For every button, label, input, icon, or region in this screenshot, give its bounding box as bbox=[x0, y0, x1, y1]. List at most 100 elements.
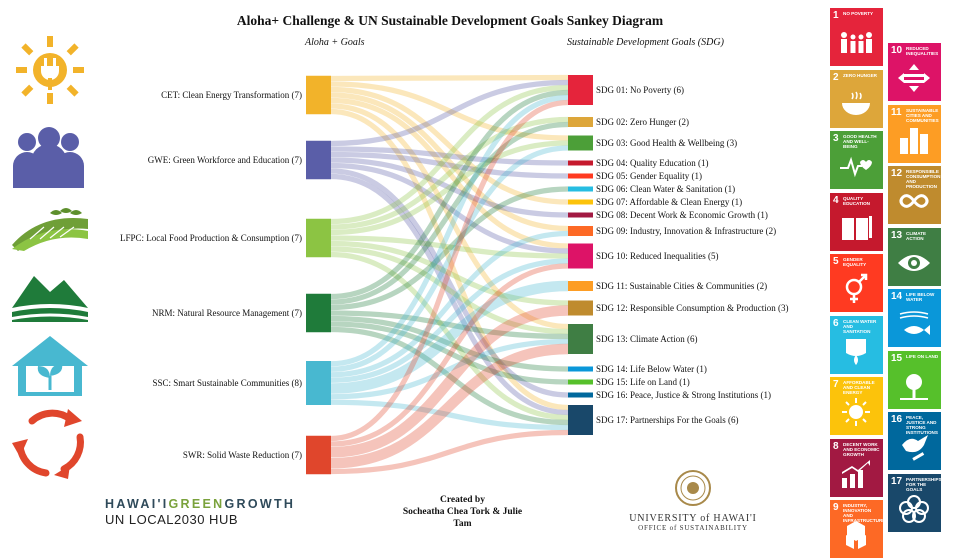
credit-block: Created by Socheatha Chea Tork & Julie T… bbox=[395, 494, 530, 530]
sdg-tile-title: Affordable and Clean Energy bbox=[843, 380, 875, 395]
sankey-link-cet-sdg10 bbox=[330, 97, 569, 249]
sdg-tile-title: Sustainable Cities and Communities bbox=[906, 107, 939, 123]
sankey-link-nrm-sdg15 bbox=[330, 321, 569, 385]
tree-birds-icon bbox=[900, 373, 928, 400]
sdg-tile-2: 2 Zero Hunger bbox=[830, 69, 883, 128]
mountains-icon bbox=[12, 276, 88, 322]
sankey-link-swr-sdg12 bbox=[330, 305, 569, 458]
sankey-link-cet-sdg03 bbox=[330, 81, 569, 141]
target-label-sdg04: SDG 04: Quality Education (1) bbox=[596, 158, 708, 168]
sdg-tile-number: 2 bbox=[833, 71, 839, 83]
sdg-tile-title: Reduced Inequalities bbox=[906, 46, 939, 56]
sdg-tile-title: Good Health and Well-Being bbox=[843, 134, 877, 149]
sankey-link-lfpc-sdg12 bbox=[330, 240, 569, 306]
sdg-tile-title: Decent Work and Economic Growth bbox=[843, 441, 880, 457]
sankey-links bbox=[330, 74, 569, 475]
diagram-title: Aloha+ Challenge & UN Sustainable Develo… bbox=[236, 13, 664, 28]
target-node-sdg15 bbox=[568, 379, 593, 385]
people-family-icon bbox=[841, 32, 872, 53]
equal-arrows-icon bbox=[898, 64, 930, 92]
credit-line-3: Tam bbox=[453, 519, 472, 529]
sankey-link-ssc-sdg03 bbox=[330, 145, 569, 372]
target-label-sdg01: SDG 01: No Poverty (6) bbox=[596, 85, 684, 95]
sankey-link-gwe-sdg01 bbox=[330, 79, 569, 147]
sdg-tile-title: No Poverty bbox=[843, 11, 874, 16]
hawaii-green-growth-logo: HAWAI'IGREENGROWTH UN LOCAL2030 HUB bbox=[105, 497, 305, 527]
sankey-link-ssc-sdg10 bbox=[330, 258, 569, 383]
gender-symbol-icon bbox=[845, 273, 868, 303]
sdg-tile-number: 1 bbox=[833, 10, 839, 21]
sankey-link-gwe-sdg10 bbox=[330, 162, 569, 254]
heartbeat-icon bbox=[840, 156, 872, 178]
sankey-link-nrm-sdg06 bbox=[330, 186, 569, 311]
sankey-link-lfpc-sdg03 bbox=[330, 140, 569, 236]
sdg-tile-6: 6 Clean Water and Sanitation bbox=[830, 315, 883, 374]
sankey-link-ssc-sdg09 bbox=[330, 230, 569, 378]
brand-part-hawaii: HAWAI'I bbox=[105, 497, 169, 511]
sdg-tile-17: 17 Partnerships for the Goals bbox=[888, 473, 941, 532]
source-node-nrm bbox=[306, 293, 331, 333]
target-node-sdg14 bbox=[568, 366, 593, 372]
recycle-arrows-icon bbox=[12, 409, 84, 479]
brand-hub-label: UN LOCAL2030 HUB bbox=[105, 512, 238, 527]
sankey-link-cet-sdg09 bbox=[330, 92, 569, 232]
target-node-sdg06 bbox=[568, 186, 593, 192]
sdg-tile-12: 12 Responsible Consumption and Production bbox=[888, 166, 941, 224]
sdg-tile-number: 11 bbox=[891, 106, 902, 118]
sdg-tile-title: Partnerships for the Goals bbox=[906, 476, 941, 492]
source-node-ssc bbox=[306, 361, 331, 405]
sankey-link-gwe-sdg08 bbox=[330, 157, 569, 218]
sankey-link-cet-sdg07 bbox=[330, 86, 569, 205]
sdg-tile-title: Peace, Justice and Strong Institutions bbox=[906, 415, 938, 435]
target-label-sdg05: SDG 05: Gender Equality (1) bbox=[596, 171, 702, 181]
source-label-gwe: GWE: Green Workforce and Education (7) bbox=[148, 155, 302, 165]
sdg-tile-number: 12 bbox=[891, 168, 903, 179]
sankey-link-nrm-sdg17 bbox=[330, 326, 569, 426]
sankey-link-gwe-sdg17 bbox=[330, 173, 569, 416]
source-node-cet bbox=[306, 75, 331, 115]
sdg-tile-number: 14 bbox=[891, 291, 903, 302]
sankey-nodes: CET: Clean Energy Transformation (7) GWE:… bbox=[120, 75, 789, 475]
target-label-sdg02: SDG 02: Zero Hunger (2) bbox=[596, 117, 689, 127]
brand-wordmark: HAWAI'IGREENGROWTH bbox=[105, 497, 305, 511]
sankey-link-ssc-sdg13 bbox=[330, 338, 569, 400]
source-node-gwe bbox=[306, 140, 331, 180]
sdg-tile-11: 11 Sustainable Cities and Communities bbox=[888, 104, 941, 163]
sdg-tile-10: 10 Reduced Inequalities bbox=[888, 43, 941, 101]
sdg-tile-9: 9 Industry, Innovation and Infrastructure bbox=[830, 500, 883, 558]
sdg-tile-number: 3 bbox=[833, 133, 839, 144]
sdg-tile-number: 15 bbox=[891, 352, 903, 364]
sdg-tile-14: 14 Life Below Water bbox=[888, 289, 941, 347]
house-plant-icon bbox=[12, 336, 88, 396]
sankey-link-lfpc-sdg10 bbox=[330, 235, 569, 259]
sankey-link-gwe-sdg16 bbox=[330, 168, 569, 398]
target-label-sdg17: SDG 17: Partnerships For the Goals (6) bbox=[596, 415, 739, 425]
university-office: OFFICE of SUSTAINABILITY bbox=[638, 524, 748, 532]
sdg-tile-title: Responsible Consumption and Production bbox=[906, 169, 941, 189]
credit-line-1: Created by bbox=[440, 495, 485, 505]
sdg-tile-title: Industry, Innovation and Infrastructure bbox=[843, 503, 883, 523]
target-label-sdg08: SDG 08: Decent Work & Economic Growth (1… bbox=[596, 210, 768, 220]
sdg-tile-number: 7 bbox=[833, 379, 839, 390]
sdg-tile-title: Life on Land bbox=[906, 353, 939, 359]
target-node-sdg13 bbox=[568, 324, 593, 354]
target-node-sdg17 bbox=[568, 405, 593, 435]
sankey-link-cet-sdg13 bbox=[330, 103, 569, 330]
target-node-sdg02 bbox=[568, 117, 593, 127]
target-node-sdg16 bbox=[568, 392, 593, 398]
sankey-link-lfpc-sdg01 bbox=[330, 84, 569, 225]
target-label-sdg13: SDG 13: Climate Action (6) bbox=[596, 334, 698, 344]
sdg-tile-1: 1 No Poverty bbox=[830, 8, 883, 66]
source-label-ssc: SSC: Smart Sustainable Communities (8) bbox=[152, 378, 302, 388]
sankey-link-ssc-sdg17 bbox=[330, 399, 569, 431]
target-node-sdg09 bbox=[568, 226, 593, 236]
sankey-link-nrm-sdg14 bbox=[330, 315, 569, 372]
university-logo: UNIVERSITY of HAWAI'I OFFICE of SUSTAINA… bbox=[628, 470, 758, 532]
target-node-sdg11 bbox=[568, 281, 593, 291]
sdg-tile-number: 9 bbox=[833, 502, 839, 513]
sankey-link-swr-sdg17 bbox=[330, 429, 569, 475]
sankey-link-swr-sdg13 bbox=[330, 343, 569, 469]
sankey-link-cet-sdg17 bbox=[330, 108, 569, 411]
source-label-cet: CET: Clean Energy Transformation (7) bbox=[161, 90, 302, 100]
credit-line-2: Socheatha Chea Tork & Julie bbox=[402, 507, 523, 517]
